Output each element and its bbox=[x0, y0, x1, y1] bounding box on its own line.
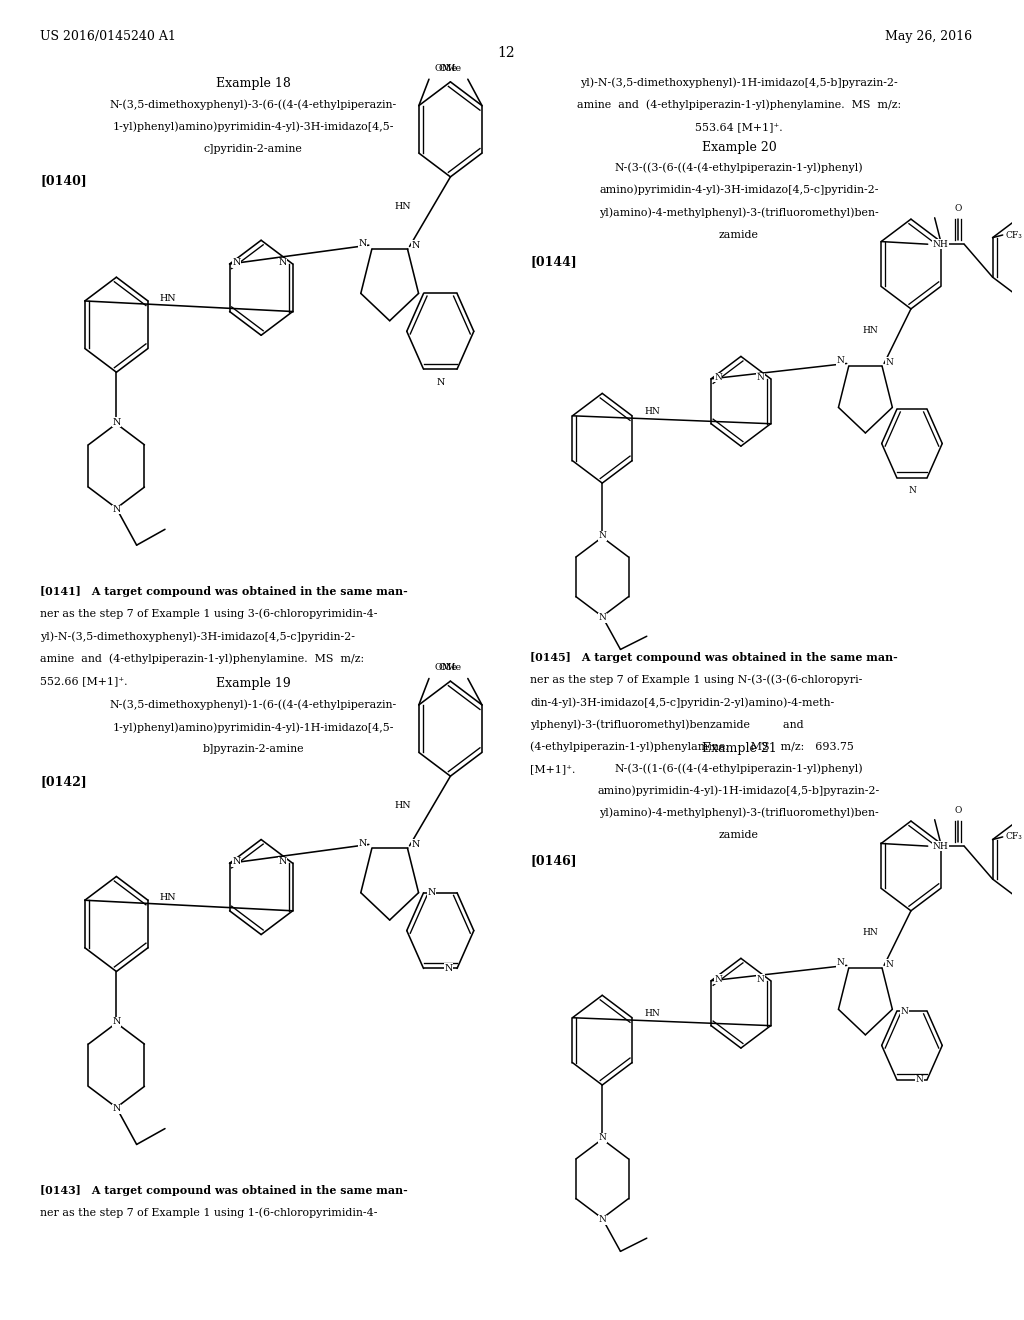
Text: 1-yl)phenyl)amino)pyrimidin-4-yl)-3H-imidazo[4,5-: 1-yl)phenyl)amino)pyrimidin-4-yl)-3H-imi… bbox=[113, 121, 394, 132]
Text: 12: 12 bbox=[498, 46, 515, 61]
Text: N-(3-((3-(6-((4-(4-ethylpiperazin-1-yl)phenyl): N-(3-((3-(6-((4-(4-ethylpiperazin-1-yl)p… bbox=[614, 162, 863, 173]
Text: NH: NH bbox=[933, 842, 948, 850]
Text: [0144]: [0144] bbox=[530, 255, 578, 268]
Text: N: N bbox=[757, 374, 765, 381]
Text: amino)pyrimidin-4-yl)-1H-imidazo[4,5-b]pyrazin-2-: amino)pyrimidin-4-yl)-1H-imidazo[4,5-b]p… bbox=[598, 785, 880, 796]
Text: N: N bbox=[113, 1105, 121, 1113]
Text: N: N bbox=[714, 374, 722, 381]
Text: b]pyrazin-2-amine: b]pyrazin-2-amine bbox=[202, 744, 304, 755]
Text: 1-yl)phenyl)amino)pyrimidin-4-yl)-1H-imidazo[4,5-: 1-yl)phenyl)amino)pyrimidin-4-yl)-1H-imi… bbox=[113, 722, 394, 733]
Text: yl)amino)-4-methylphenyl)-3-(trifluoromethyl)ben-: yl)amino)-4-methylphenyl)-3-(trifluorome… bbox=[599, 808, 879, 818]
Text: O: O bbox=[954, 807, 962, 814]
Text: N: N bbox=[232, 858, 241, 866]
Text: OMe: OMe bbox=[438, 663, 462, 672]
Text: HN: HN bbox=[160, 294, 176, 302]
Text: O: O bbox=[954, 205, 962, 213]
Text: N: N bbox=[444, 964, 453, 973]
Text: ner as the step 7 of Example 1 using 3-(6-chloropyrimidin-4-: ner as the step 7 of Example 1 using 3-(… bbox=[41, 609, 378, 619]
Text: N: N bbox=[598, 1134, 606, 1142]
Text: HN: HN bbox=[394, 202, 411, 211]
Text: N: N bbox=[908, 487, 915, 495]
Text: OMe: OMe bbox=[438, 63, 462, 73]
Text: N: N bbox=[837, 958, 845, 968]
Text: N-(3-((1-(6-((4-(4-ethylpiperazin-1-yl)phenyl): N-(3-((1-(6-((4-(4-ethylpiperazin-1-yl)p… bbox=[614, 763, 863, 774]
Text: zamide: zamide bbox=[719, 230, 759, 240]
Text: [0145] A target compound was obtained in the same man-: [0145] A target compound was obtained in… bbox=[530, 652, 898, 663]
Text: [0143] A target compound was obtained in the same man-: [0143] A target compound was obtained in… bbox=[41, 1185, 409, 1196]
Text: N: N bbox=[412, 240, 420, 249]
Text: N: N bbox=[757, 975, 765, 983]
Text: HN: HN bbox=[645, 1010, 660, 1018]
Text: N: N bbox=[358, 239, 367, 248]
Text: 552.66 [M+1]⁺.: 552.66 [M+1]⁺. bbox=[41, 676, 128, 686]
Text: N: N bbox=[113, 1018, 121, 1026]
Text: (4-ethylpiperazin-1-yl)phenylamine.  MS m/z: 693.75: (4-ethylpiperazin-1-yl)phenylamine. MS m… bbox=[530, 742, 854, 752]
Text: N: N bbox=[358, 838, 367, 847]
Text: N: N bbox=[428, 888, 436, 898]
Text: amine  and  (4-ethylpiperazin-1-yl)phenylamine.  MS  m/z:: amine and (4-ethylpiperazin-1-yl)phenyla… bbox=[41, 653, 365, 664]
Text: N-(3,5-dimethoxyphenyl)-1-(6-((4-(4-ethylpiperazin-: N-(3,5-dimethoxyphenyl)-1-(6-((4-(4-ethy… bbox=[110, 700, 396, 710]
Text: HN: HN bbox=[862, 326, 879, 335]
Text: N: N bbox=[885, 960, 893, 969]
Text: zamide: zamide bbox=[719, 830, 759, 841]
Text: N: N bbox=[113, 418, 121, 426]
Text: ylphenyl)-3-(trifluoromethyl)benzamide   and: ylphenyl)-3-(trifluoromethyl)benzamide a… bbox=[530, 719, 804, 730]
Text: OMe: OMe bbox=[434, 663, 457, 672]
Text: c]pyridin-2-amine: c]pyridin-2-amine bbox=[204, 144, 302, 154]
Text: amine  and  (4-ethylpiperazin-1-yl)phenylamine.  MS  m/z:: amine and (4-ethylpiperazin-1-yl)phenyla… bbox=[577, 100, 901, 111]
Text: NH: NH bbox=[933, 240, 948, 248]
Text: N: N bbox=[598, 614, 606, 622]
Text: N: N bbox=[232, 259, 241, 267]
Text: Example 21: Example 21 bbox=[701, 742, 776, 755]
Text: [0142]: [0142] bbox=[41, 775, 87, 788]
Text: N: N bbox=[915, 1076, 923, 1084]
Text: yl)amino)-4-methylphenyl)-3-(trifluoromethyl)ben-: yl)amino)-4-methylphenyl)-3-(trifluorome… bbox=[599, 207, 879, 218]
Text: US 2016/0145240 A1: US 2016/0145240 A1 bbox=[41, 30, 176, 44]
Text: N: N bbox=[279, 858, 287, 866]
Text: [0146]: [0146] bbox=[530, 854, 577, 867]
Text: ner as the step 7 of Example 1 using N-(3-((3-(6-chloropyri-: ner as the step 7 of Example 1 using N-(… bbox=[530, 675, 863, 685]
Text: yl)-N-(3,5-dimethoxyphenyl)-3H-imidazo[4,5-c]pyridin-2-: yl)-N-(3,5-dimethoxyphenyl)-3H-imidazo[4… bbox=[41, 631, 355, 642]
Text: ner as the step 7 of Example 1 using 1-(6-chloropyrimidin-4-: ner as the step 7 of Example 1 using 1-(… bbox=[41, 1208, 378, 1218]
Text: N: N bbox=[279, 259, 287, 267]
Text: N: N bbox=[598, 532, 606, 540]
Text: HN: HN bbox=[645, 408, 660, 416]
Text: HN: HN bbox=[394, 801, 411, 810]
Text: [M+1]⁺.: [M+1]⁺. bbox=[530, 764, 575, 775]
Text: CF₃: CF₃ bbox=[1006, 231, 1023, 239]
Text: CF₃: CF₃ bbox=[1006, 833, 1023, 841]
Text: [0141] A target compound was obtained in the same man-: [0141] A target compound was obtained in… bbox=[41, 586, 409, 597]
Text: amino)pyrimidin-4-yl)-3H-imidazo[4,5-c]pyridin-2-: amino)pyrimidin-4-yl)-3H-imidazo[4,5-c]p… bbox=[599, 185, 879, 195]
Text: N: N bbox=[598, 1216, 606, 1224]
Text: din-4-yl)-3H-imidazo[4,5-c]pyridin-2-yl)amino)-4-meth-: din-4-yl)-3H-imidazo[4,5-c]pyridin-2-yl)… bbox=[530, 697, 835, 708]
Text: N: N bbox=[837, 356, 845, 366]
Text: Example 19: Example 19 bbox=[216, 677, 291, 690]
Text: N: N bbox=[901, 1007, 908, 1015]
Text: N: N bbox=[113, 506, 121, 513]
Text: Example 20: Example 20 bbox=[701, 141, 776, 154]
Text: OMe: OMe bbox=[434, 63, 457, 73]
Text: N: N bbox=[412, 840, 420, 849]
Text: 553.64 [M+1]⁺.: 553.64 [M+1]⁺. bbox=[695, 123, 782, 132]
Text: N-(3,5-dimethoxyphenyl)-3-(6-((4-(4-ethylpiperazin-: N-(3,5-dimethoxyphenyl)-3-(6-((4-(4-ethy… bbox=[110, 99, 396, 110]
Text: May 26, 2016: May 26, 2016 bbox=[885, 30, 972, 44]
Text: yl)-N-(3,5-dimethoxyphenyl)-1H-imidazo[4,5-b]pyrazin-2-: yl)-N-(3,5-dimethoxyphenyl)-1H-imidazo[4… bbox=[580, 77, 898, 88]
Text: HN: HN bbox=[862, 928, 879, 937]
Text: [0140]: [0140] bbox=[41, 174, 87, 187]
Text: Example 18: Example 18 bbox=[216, 77, 291, 90]
Text: N: N bbox=[714, 975, 722, 983]
Text: N: N bbox=[885, 358, 893, 367]
Text: N: N bbox=[436, 379, 444, 388]
Text: HN: HN bbox=[160, 894, 176, 902]
